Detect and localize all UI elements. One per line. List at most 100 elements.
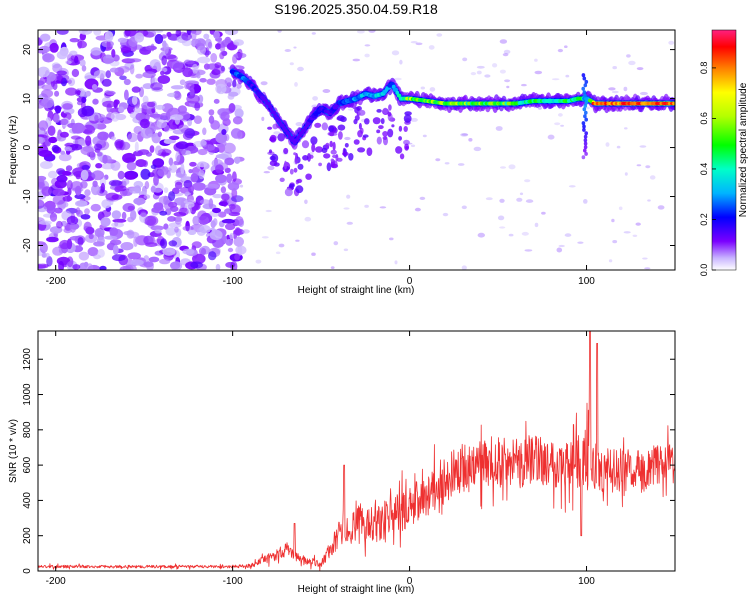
weak-blob [293,152,297,156]
ridge-core [267,104,273,109]
noise-blob [89,151,96,161]
noise-blob [104,235,118,240]
faint-blob [534,70,543,75]
noise-blob [56,30,69,35]
weak-blob [328,125,335,133]
spike-blob [581,155,586,160]
noise-blob [49,42,59,53]
noise-blob [38,220,52,225]
noise-blob [38,80,45,86]
noise-blob [100,217,111,227]
noise-blob [215,83,227,95]
noise-blob [38,66,50,78]
faint-blob [414,207,421,212]
snr-plot-area [38,331,675,571]
faint-blob [608,259,613,263]
noise-blob [111,210,122,220]
noise-blob [130,259,144,266]
faint-blob [611,90,619,94]
noise-blob [38,199,45,209]
noise-blob [163,223,169,230]
noise-blob [187,229,197,235]
faint-blob [616,145,621,149]
noise-blob [134,141,139,153]
faint-blob [628,60,636,66]
faint-blob [502,53,509,57]
faint-blob [551,78,560,81]
faint-blob [391,50,400,56]
noise-blob [212,207,221,214]
noise-blob [133,197,146,205]
spike-blob [583,103,588,108]
faint-blob [476,65,485,69]
noise-blob [200,248,207,256]
noise-blob [39,242,48,254]
faint-blob [261,236,269,239]
weak-blob [294,156,298,165]
noise-blob [232,116,243,125]
faint-blob [435,158,441,162]
noise-blob [79,59,86,67]
spike-blob [582,107,587,112]
noise-blob [233,39,245,46]
noise-blob [215,263,221,270]
ridge-core [273,113,278,118]
noise-blob [105,70,112,79]
noise-blob [163,124,170,133]
noise-blob [197,161,208,168]
noise-blob [229,232,235,240]
weak-blob [358,109,366,116]
noise-blob [161,55,167,66]
noise-blob [97,131,109,141]
noise-blob [189,161,197,167]
noise-blob [58,153,72,162]
noise-blob [219,42,226,53]
faint-blob [468,138,473,142]
faint-blob [624,127,628,130]
faint-blob [608,87,616,91]
spectrogram-heatmap [38,30,675,270]
noise-blob [112,218,127,223]
weak-blob [353,118,358,125]
noise-blob [84,208,90,215]
noise-blob [70,135,81,140]
noise-blob [117,170,125,180]
noise-blob [38,175,47,181]
faint-blob [277,30,282,33]
noise-blob [127,58,142,63]
faint-blob [564,45,568,48]
noise-blob [114,185,122,193]
noise-blob [203,144,216,152]
noise-blob [157,75,171,84]
faint-blob [265,209,272,213]
noise-blob [187,205,192,214]
noise-blob [186,82,195,90]
noise-blob [221,218,235,224]
weak-blob [372,117,381,125]
noise-blob [66,194,71,202]
noise-blob [214,62,222,69]
noise-blob [167,201,178,208]
noise-blob [80,214,91,220]
y-tick-label: 200 [22,527,33,544]
noise-blob [38,149,53,158]
snr-series [38,331,675,571]
faint-blob [623,86,628,92]
faint-blob [554,122,561,126]
noise-blob [96,152,103,157]
x-tick-label: -100 [223,276,243,287]
noise-blob [234,156,241,164]
weak-blob [380,118,385,125]
faint-blob [521,231,529,236]
faint-blob [420,86,425,90]
faint-blob [255,259,262,264]
snr-x-axis: -200 -100 0 100 [46,331,595,587]
faint-blob [311,252,316,256]
noise-blob [135,159,147,168]
snr-line [38,331,675,571]
noise-blob [119,265,132,270]
weak-blob [283,147,289,155]
noise-blob [91,84,98,90]
faint-blob [457,163,465,166]
noise-blob [81,30,89,33]
